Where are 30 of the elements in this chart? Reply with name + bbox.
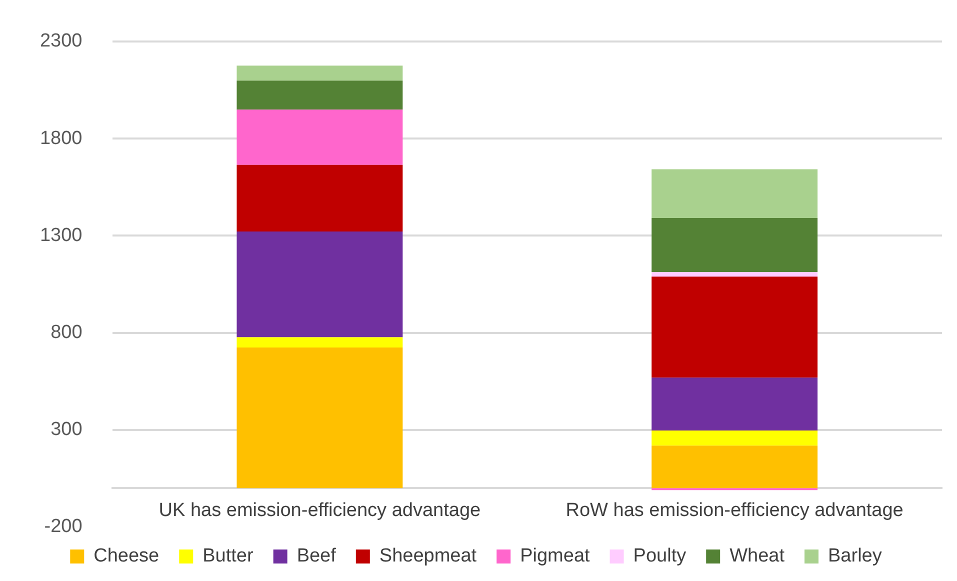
legend-label: Butter bbox=[202, 546, 254, 567]
bar bbox=[652, 430, 818, 446]
bar bbox=[236, 348, 403, 488]
y-tick-label: 300 bbox=[50, 419, 82, 440]
bar bbox=[652, 272, 818, 277]
bar bbox=[236, 80, 403, 110]
legend-label: Pigmeat bbox=[520, 546, 591, 567]
y-tick-label: 2300 bbox=[40, 30, 82, 52]
x-tick-label: UK has emission-efficiency advantage bbox=[158, 500, 481, 521]
legend-label: Wheat bbox=[730, 546, 786, 567]
bar bbox=[652, 276, 818, 378]
y-tick-label: 800 bbox=[50, 322, 82, 343]
bar bbox=[652, 169, 818, 218]
bar bbox=[236, 110, 403, 165]
bar bbox=[652, 218, 818, 272]
bar bbox=[652, 378, 818, 430]
y-tick-label: 1300 bbox=[40, 224, 82, 246]
bar bbox=[236, 66, 403, 81]
bar bbox=[236, 164, 403, 232]
legend-label: Cheese bbox=[94, 546, 160, 567]
legend-label: Sheepmeat bbox=[379, 546, 478, 567]
y-tick-label: 1800 bbox=[40, 128, 82, 149]
legend-label: Poulty bbox=[633, 546, 687, 567]
legend-label: Beef bbox=[296, 546, 337, 567]
y-tick-label: -200 bbox=[44, 516, 82, 538]
bar bbox=[236, 232, 403, 338]
x-tick-label: RoW has emission-efficiency advantage bbox=[566, 500, 904, 521]
bar bbox=[652, 446, 818, 488]
legend-label: Barley bbox=[828, 546, 882, 567]
bar bbox=[236, 337, 403, 348]
